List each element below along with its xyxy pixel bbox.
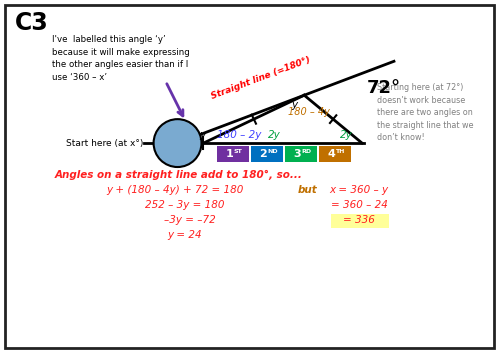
Text: y: y	[200, 130, 206, 140]
Text: 72°: 72°	[367, 79, 401, 97]
Text: y = 24: y = 24	[167, 230, 202, 240]
Text: Start here (at x°): Start here (at x°)	[66, 139, 144, 148]
Text: ST: ST	[234, 149, 242, 154]
Text: 180 – 2y: 180 – 2y	[217, 130, 262, 140]
Text: x = 360 – y: x = 360 – y	[330, 185, 388, 195]
Text: Angles on a straight line add to 180°, so...: Angles on a straight line add to 180°, s…	[55, 170, 302, 180]
Text: 2y: 2y	[268, 130, 280, 140]
FancyBboxPatch shape	[331, 214, 389, 228]
Text: y + (180 – 4y) + 72 = 180: y + (180 – 4y) + 72 = 180	[106, 185, 243, 195]
Text: 252 – 3y = 180: 252 – 3y = 180	[145, 200, 224, 210]
Text: 2: 2	[260, 149, 267, 159]
Text: 2y: 2y	[340, 130, 352, 140]
Text: ND: ND	[267, 149, 278, 154]
Text: 180 – 4y: 180 – 4y	[288, 107, 330, 117]
Text: = 360 – 24: = 360 – 24	[330, 200, 388, 210]
Text: C3: C3	[15, 11, 48, 35]
FancyBboxPatch shape	[286, 146, 317, 162]
Text: 3: 3	[294, 149, 301, 159]
Text: 4: 4	[327, 149, 335, 159]
Text: Starting here (at 72°)
doesn’t work because
there are two angles on
the straight: Starting here (at 72°) doesn’t work beca…	[377, 83, 474, 142]
FancyBboxPatch shape	[218, 146, 250, 162]
FancyBboxPatch shape	[252, 146, 284, 162]
Text: = 336: = 336	[343, 215, 375, 225]
Text: 1: 1	[226, 149, 234, 159]
Text: Straight line (=180°): Straight line (=180°)	[210, 55, 312, 101]
FancyBboxPatch shape	[319, 146, 351, 162]
Ellipse shape	[154, 119, 202, 167]
Text: but: but	[297, 185, 317, 195]
Text: y: y	[291, 100, 298, 110]
Text: RD: RD	[301, 149, 312, 154]
Text: TH: TH	[336, 149, 345, 154]
Text: –3y = –72: –3y = –72	[164, 215, 216, 225]
Text: I've  labelled this angle ‘y’
because it will make expressing
the other angles e: I've labelled this angle ‘y’ because it …	[52, 35, 190, 82]
